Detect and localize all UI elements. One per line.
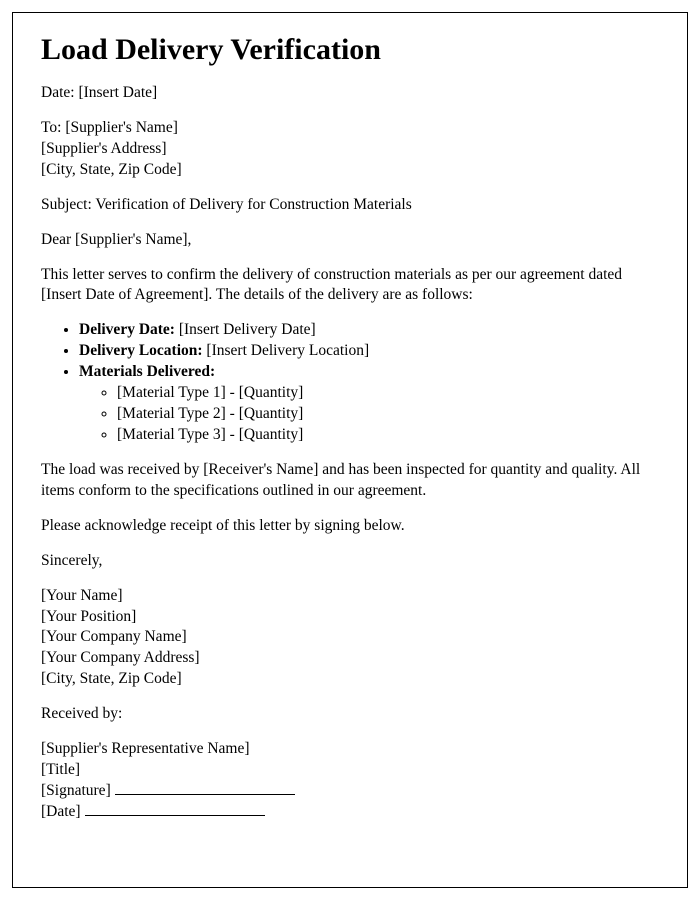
page-title: Load Delivery Verification	[41, 33, 659, 67]
receiver-title: [Title]	[41, 760, 659, 781]
subject-line: Subject: Verification of Delivery for Co…	[41, 195, 659, 216]
date-value: [Insert Date]	[78, 84, 157, 101]
receiver-block: [Supplier's Representative Name] [Title]…	[41, 739, 659, 823]
sender-position: [Your Position]	[41, 607, 659, 628]
supplier-csz: [City, State, Zip Code]	[41, 160, 659, 181]
subject-text: Verification of Delivery for Constructio…	[95, 196, 411, 213]
list-item: Delivery Date: [Insert Delivery Date]	[79, 320, 659, 341]
date-line: Date: [Insert Date]	[41, 83, 659, 104]
details-list: Delivery Date: [Insert Delivery Date] De…	[41, 320, 659, 446]
sender-address: [Your Company Address]	[41, 648, 659, 669]
recipient-block: To: [Supplier's Name] [Supplier's Addres…	[41, 118, 659, 181]
supplier-name: [Supplier's Name]	[65, 119, 178, 136]
intro-paragraph: This letter serves to confirm the delive…	[41, 265, 659, 307]
list-item: Delivery Location: [Insert Delivery Loca…	[79, 341, 659, 362]
document: Load Delivery Verification Date: [Insert…	[12, 12, 688, 888]
closing: Sincerely,	[41, 551, 659, 572]
materials-sublist: [Material Type 1] - [Quantity] [Material…	[79, 383, 659, 446]
delivery-location-label: Delivery Location:	[79, 342, 203, 359]
signature-field[interactable]	[115, 794, 295, 795]
supplier-address: [Supplier's Address]	[41, 139, 659, 160]
signature-label: [Signature]	[41, 782, 111, 799]
sender-company: [Your Company Name]	[41, 627, 659, 648]
date-sign-label: [Date]	[41, 803, 81, 820]
ack-paragraph: Please acknowledge receipt of this lette…	[41, 516, 659, 537]
receiver-rep-name: [Supplier's Representative Name]	[41, 739, 659, 760]
to-label: To:	[41, 119, 65, 136]
salutation: Dear [Supplier's Name],	[41, 230, 659, 251]
date-label: Date:	[41, 84, 78, 101]
received-by-label: Received by:	[41, 704, 659, 725]
subject-label: Subject:	[41, 196, 95, 213]
sender-block: [Your Name] [Your Position] [Your Compan…	[41, 586, 659, 691]
received-paragraph: The load was received by [Receiver's Nam…	[41, 460, 659, 502]
signature-line: [Signature]	[41, 781, 659, 802]
date-field[interactable]	[85, 815, 265, 816]
list-item: [Material Type 1] - [Quantity]	[117, 383, 659, 404]
delivery-date-value: [Insert Delivery Date]	[175, 321, 316, 338]
list-item: [Material Type 2] - [Quantity]	[117, 404, 659, 425]
delivery-location-value: [Insert Delivery Location]	[203, 342, 370, 359]
list-item: Materials Delivered: [Material Type 1] -…	[79, 362, 659, 446]
list-item: [Material Type 3] - [Quantity]	[117, 425, 659, 446]
date-sign-line: [Date]	[41, 802, 659, 823]
delivery-date-label: Delivery Date:	[79, 321, 175, 338]
sender-name: [Your Name]	[41, 586, 659, 607]
sender-csz: [City, State, Zip Code]	[41, 669, 659, 690]
materials-label: Materials Delivered:	[79, 363, 215, 380]
